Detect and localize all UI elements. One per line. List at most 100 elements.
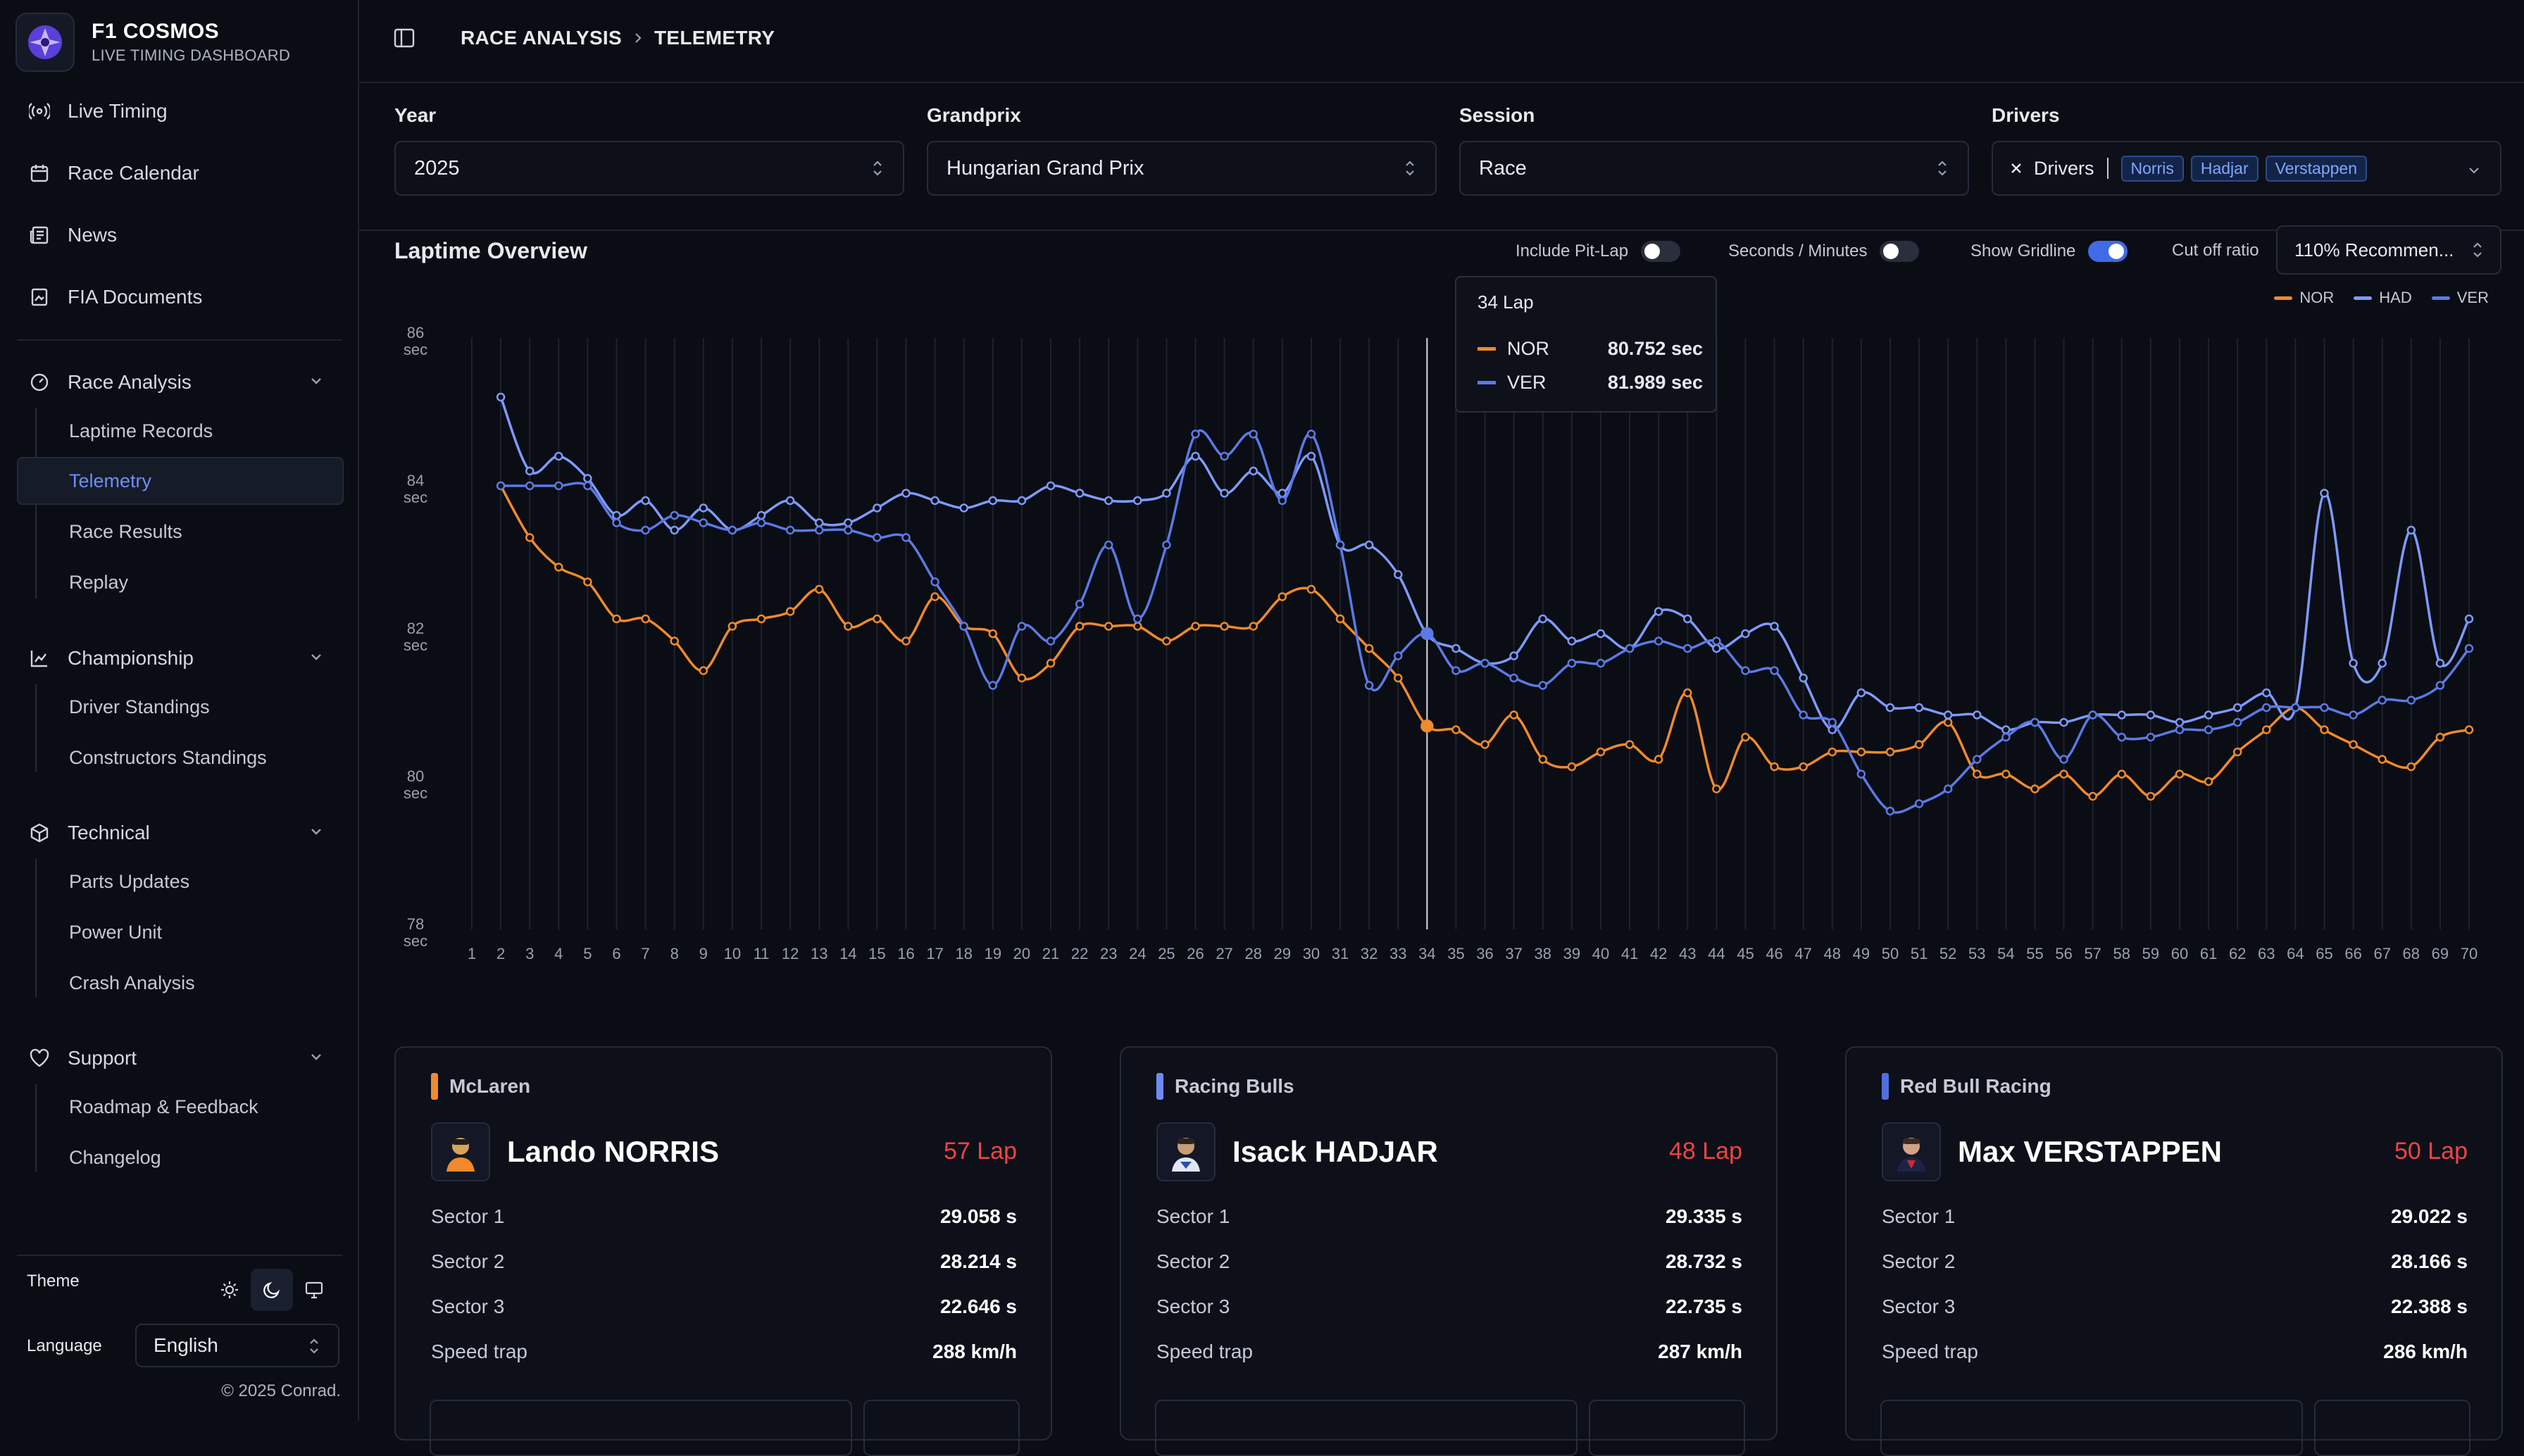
grandprix-select[interactable]: Hungarian Grand Prix (927, 141, 1437, 196)
data-point (901, 489, 911, 498)
data-point (1075, 599, 1085, 609)
x-tick-label: 53 (1968, 945, 1985, 962)
sun-icon[interactable] (208, 1269, 251, 1311)
nav-fia-documents[interactable]: FIA Documents (27, 280, 202, 315)
driver-chip[interactable]: Verstappen (2265, 155, 2367, 182)
x-tick-label: 10 (724, 945, 741, 962)
team-label: Red Bull Racing (1900, 1075, 2051, 1097)
x-tick-label: 20 (1013, 945, 1030, 962)
year-select[interactable]: 2025 (394, 141, 904, 196)
x-tick-label: 15 (868, 945, 885, 962)
data-point (1017, 673, 1027, 683)
divider (17, 339, 342, 341)
sidebar-item-telemetry[interactable]: Telemetry (69, 470, 152, 491)
data-point (1741, 629, 1750, 639)
legend-item[interactable]: VER (2431, 289, 2489, 307)
sidebar-item-replay[interactable]: Replay (69, 571, 129, 593)
data-point (1480, 658, 1489, 668)
clear-icon[interactable] (2010, 157, 2023, 180)
data-point (930, 496, 939, 506)
heart-icon (27, 1046, 52, 1071)
language-value: English (154, 1334, 218, 1356)
x-tick-label: 38 (1535, 945, 1551, 962)
stat-row: Sector 3 22.735 s (1156, 1295, 1742, 1318)
team-label: McLaren (449, 1075, 531, 1097)
divider (17, 1255, 342, 1256)
legend-item[interactable]: NOR (2274, 289, 2334, 307)
data-point (2435, 732, 2445, 742)
grandprix-value: Hungarian Grand Prix (946, 156, 1144, 180)
x-tick-label: 4 (554, 945, 563, 962)
seconds-minutes-toggle[interactable] (1880, 241, 1920, 262)
nav-group-race-analysis[interactable]: Race Analysis (27, 365, 337, 400)
newspaper-icon (27, 222, 52, 248)
chart-icon (27, 646, 52, 671)
monitor-icon[interactable] (293, 1269, 335, 1311)
cut-off-select[interactable]: 110% Recommen... (2276, 225, 2501, 275)
data-point (1046, 481, 1056, 491)
data-point (583, 481, 592, 491)
lap-select[interactable] (430, 1400, 852, 1456)
lap-select[interactable] (1155, 1400, 1578, 1456)
stat-row: Sector 1 29.022 s (1882, 1205, 2468, 1228)
data-point (2059, 717, 2068, 727)
driver-chip[interactable]: Hadjar (2190, 155, 2259, 182)
data-point (583, 577, 592, 586)
lap-action[interactable] (863, 1400, 1020, 1456)
nav-group-championship[interactable]: Championship (27, 641, 337, 676)
sidebar-item-parts-updates[interactable]: Parts Updates (69, 870, 190, 892)
sidebar-item-power-unit[interactable]: Power Unit (69, 921, 163, 943)
session-select[interactable]: Race (1459, 141, 1969, 196)
nav-news[interactable]: News (27, 218, 117, 253)
tooltip-title: 34 Lap (1477, 291, 1534, 313)
data-point (1046, 658, 1056, 668)
stat-row: Sector 3 22.388 s (1882, 1295, 2468, 1318)
nav-race-calendar[interactable]: Race Calendar (27, 156, 199, 191)
sidebar-item-laptime-records[interactable]: Laptime Records (69, 420, 213, 441)
data-point (1799, 673, 1808, 683)
x-tick-label: 39 (1563, 945, 1580, 962)
x-tick-label: 40 (1592, 945, 1609, 962)
brand[interactable]: F1 COSMOS LIVE TIMING DASHBOARD (15, 13, 290, 72)
sidebar-item-race-results[interactable]: Race Results (69, 520, 182, 542)
nav-group-technical[interactable]: Technical (27, 815, 337, 851)
show-gridline-toggle[interactable] (2088, 241, 2128, 262)
driver-chip[interactable]: Norris (2120, 155, 2184, 182)
stat-value: 22.646 s (940, 1295, 1017, 1317)
x-tick-label: 29 (1274, 945, 1291, 962)
x-tick-label: 49 (1853, 945, 1870, 962)
y-tick-label: sec (404, 489, 427, 506)
data-point (756, 518, 766, 527)
data-point (1451, 666, 1461, 675)
legend-item[interactable]: HAD (2354, 289, 2412, 307)
breadcrumb-parent[interactable]: RACE ANALYSIS (461, 27, 622, 49)
stat-row: Sector 2 28.214 s (431, 1250, 1017, 1273)
drivers-multiselect[interactable]: Drivers Norris Hadjar Verstappen (1992, 141, 2501, 196)
lap-action[interactable] (1589, 1400, 1745, 1456)
cut-off-value: 110% Recommen... (2294, 239, 2454, 261)
data-point (988, 496, 998, 506)
gauge-icon (27, 370, 52, 395)
nav-live-timing[interactable]: Live Timing (27, 94, 168, 129)
sidebar-item-constructors-standings[interactable]: Constructors Standings (69, 746, 267, 768)
lap-select[interactable] (1880, 1400, 2303, 1456)
include-pit-lap-toggle[interactable] (1641, 241, 1681, 262)
tooltip-swatch (1477, 381, 1496, 384)
legend-swatch (2431, 296, 2450, 300)
lap-action[interactable] (2314, 1400, 2470, 1456)
sidebar-item-driver-standings[interactable]: Driver Standings (69, 696, 210, 717)
sidebar-toggle-icon[interactable] (392, 25, 417, 54)
data-point (1712, 636, 1721, 646)
moon-icon[interactable] (251, 1269, 293, 1311)
sidebar-item-changelog[interactable]: Changelog (69, 1146, 161, 1168)
sidebar-item-roadmap[interactable]: Roadmap & Feedback (69, 1096, 258, 1117)
sidebar-item-crash-analysis[interactable]: Crash Analysis (69, 972, 195, 993)
language-select[interactable]: English (135, 1324, 339, 1367)
cut-off-label: Cut off ratio (2172, 241, 2259, 260)
legend-swatch (2274, 296, 2293, 300)
data-point (1220, 451, 1229, 461)
stat-label: Speed trap (1882, 1341, 1978, 1362)
data-point (1885, 806, 1895, 816)
nav-group-support[interactable]: Support (27, 1041, 337, 1076)
